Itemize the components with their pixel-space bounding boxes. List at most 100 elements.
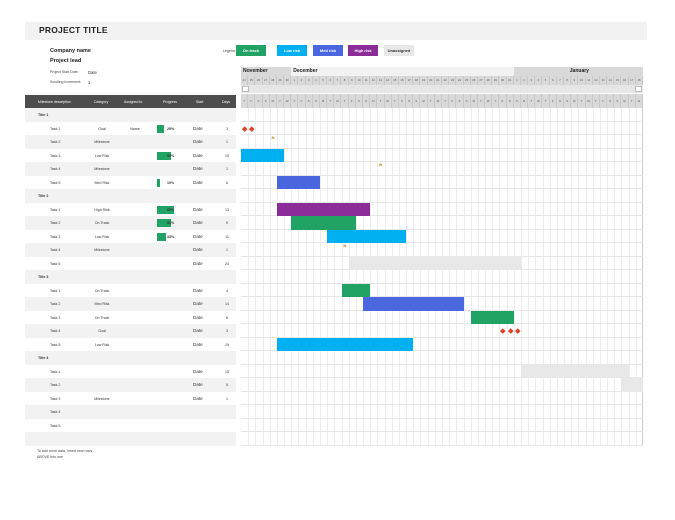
task-days[interactable]: 14 bbox=[225, 302, 229, 306]
gantt-bar[interactable] bbox=[241, 148, 285, 162]
task-category[interactable]: Low Risk bbox=[94, 342, 110, 347]
task-row[interactable]: Task 1 Goal Name 25% Date 3 bbox=[25, 122, 236, 136]
insert-row[interactable] bbox=[25, 432, 236, 446]
task-category[interactable]: Milestone bbox=[94, 167, 110, 171]
task-days[interactable]: 15 bbox=[225, 369, 229, 374]
task-name[interactable]: Task 4 bbox=[50, 167, 61, 171]
task-start-date[interactable]: Date bbox=[193, 382, 203, 387]
task-category[interactable]: Low Risk bbox=[94, 234, 110, 239]
task-days[interactable]: 13 bbox=[225, 207, 229, 212]
task-days[interactable]: 1 bbox=[226, 396, 228, 401]
task-days[interactable]: 11 bbox=[225, 234, 229, 239]
task-name[interactable]: Task 3 bbox=[50, 396, 61, 401]
task-name[interactable]: Task 5 bbox=[50, 342, 61, 347]
task-row[interactable]: Task 1 Date 15 bbox=[25, 365, 236, 379]
task-row[interactable]: Task 5 Low Risk Date 19 bbox=[25, 338, 236, 352]
section-title[interactable]: Title 4 bbox=[38, 356, 49, 360]
task-start-date[interactable]: Date bbox=[193, 179, 203, 185]
task-days[interactable]: 5 bbox=[226, 383, 228, 387]
task-category[interactable]: Goal bbox=[98, 329, 106, 333]
task-start-date[interactable]: Date bbox=[193, 125, 203, 131]
task-start-date[interactable]: Date bbox=[193, 166, 203, 171]
task-row[interactable]: Task 4 Goal Date 3 bbox=[25, 324, 236, 338]
task-start-date[interactable]: Date bbox=[193, 368, 203, 374]
task-row[interactable]: Task 3 On Track Date 6 bbox=[25, 311, 236, 325]
task-row[interactable]: Task 2 Milestone Date 1 bbox=[25, 135, 236, 149]
task-days[interactable]: 3 bbox=[226, 126, 228, 131]
task-name[interactable]: Task 1 bbox=[50, 369, 61, 374]
task-start-date[interactable]: Date bbox=[193, 328, 203, 333]
milestone-flag-icon[interactable]: ⚑ bbox=[342, 244, 347, 250]
task-start-date[interactable]: Date bbox=[193, 314, 203, 320]
task-category[interactable]: Milestone bbox=[94, 248, 110, 252]
task-name[interactable]: Task 1 bbox=[50, 288, 61, 293]
task-name[interactable]: Task 4 bbox=[50, 410, 61, 414]
task-row[interactable]: Task 4 Milestone Date 1 bbox=[25, 243, 236, 257]
task-start-date[interactable]: Date bbox=[193, 247, 203, 252]
task-days[interactable]: 19 bbox=[225, 342, 229, 347]
company-name[interactable]: Company name bbox=[50, 48, 91, 54]
progress-value[interactable]: 33% bbox=[167, 234, 175, 239]
gantt-bar[interactable] bbox=[363, 297, 464, 311]
scrolling-increment-value[interactable]: 1 bbox=[88, 79, 91, 85]
task-name[interactable]: Task 2 bbox=[50, 383, 61, 387]
task-row[interactable]: Task 2 Med Risk Date 14 bbox=[25, 297, 236, 311]
section-title-row[interactable]: Title 2 bbox=[25, 189, 236, 203]
progress-value[interactable]: 60% bbox=[167, 207, 175, 212]
gantt-bar[interactable] bbox=[341, 283, 371, 297]
progress-value[interactable]: 25% bbox=[167, 126, 175, 131]
task-row[interactable]: Task 1 High Risk 60% Date 13 bbox=[25, 203, 236, 217]
task-start-date[interactable]: Date bbox=[193, 301, 203, 306]
task-days[interactable]: 9 bbox=[226, 221, 228, 225]
task-row[interactable]: Task 1 On Track Date 4 bbox=[25, 284, 236, 298]
task-category[interactable]: Milestone bbox=[94, 140, 110, 144]
task-row[interactable]: Task 3 Milestone Date 1 bbox=[25, 392, 236, 406]
task-category[interactable]: Milestone bbox=[94, 396, 110, 401]
task-name[interactable]: Task 1 bbox=[50, 126, 61, 131]
task-name[interactable]: Task 4 bbox=[50, 248, 61, 252]
task-row[interactable]: Task 2 On Track 50% Date 9 bbox=[25, 216, 236, 230]
task-days[interactable]: 24 bbox=[225, 261, 229, 266]
task-name[interactable]: Task 2 bbox=[50, 302, 61, 306]
task-name[interactable]: Task 2 bbox=[50, 221, 61, 225]
section-title-row[interactable]: Title 3 bbox=[25, 270, 236, 284]
start-date-value[interactable]: Date bbox=[88, 69, 97, 75]
task-category[interactable]: On Track bbox=[94, 315, 110, 320]
gantt-bar[interactable] bbox=[327, 229, 407, 243]
task-assigned-to[interactable]: Name bbox=[130, 126, 140, 131]
task-category[interactable]: On Track bbox=[94, 288, 110, 293]
task-start-date[interactable]: Date bbox=[193, 233, 203, 239]
task-row[interactable]: Task 5 Med Risk 10% Date 6 bbox=[25, 176, 236, 190]
section-title[interactable]: Title 2 bbox=[38, 194, 49, 198]
gantt-bar[interactable] bbox=[520, 364, 629, 378]
task-days[interactable]: 3 bbox=[226, 329, 228, 333]
section-title-row[interactable]: Title 1 bbox=[25, 108, 236, 122]
task-category[interactable]: Goal bbox=[98, 126, 106, 131]
task-category[interactable]: On Track bbox=[94, 221, 110, 225]
scroll-right-handle[interactable] bbox=[635, 86, 642, 92]
task-name[interactable]: Task 3 bbox=[50, 315, 61, 320]
task-start-date[interactable]: Date bbox=[193, 206, 203, 212]
task-name[interactable]: Task 5 bbox=[50, 180, 61, 185]
task-days[interactable]: 4 bbox=[226, 288, 228, 293]
gantt-bar[interactable] bbox=[276, 202, 371, 216]
gantt-bar[interactable] bbox=[276, 175, 320, 189]
task-row[interactable]: Task 3 Low Risk 33% Date 11 bbox=[25, 230, 236, 244]
progress-value[interactable]: 50% bbox=[167, 153, 175, 158]
task-category[interactable]: Med Risk bbox=[94, 302, 110, 306]
task-category[interactable]: High Risk bbox=[94, 207, 110, 212]
task-name[interactable]: Task 5 bbox=[50, 423, 61, 428]
task-start-date[interactable]: Date bbox=[193, 139, 203, 144]
task-start-date[interactable]: Date bbox=[193, 395, 203, 401]
gantt-bar[interactable] bbox=[470, 310, 514, 324]
task-category[interactable]: Low Risk bbox=[94, 153, 110, 158]
task-start-date[interactable]: Date bbox=[193, 287, 203, 293]
project-lead[interactable]: Project lead bbox=[50, 58, 82, 64]
task-days[interactable]: 6 bbox=[226, 180, 228, 185]
task-start-date[interactable]: Date bbox=[193, 152, 203, 158]
task-row[interactable]: Task 4 bbox=[25, 405, 236, 419]
progress-value[interactable]: 50% bbox=[167, 221, 175, 225]
task-start-date[interactable]: Date bbox=[193, 220, 203, 225]
progress-value[interactable]: 10% bbox=[167, 180, 175, 185]
section-title[interactable]: Title 1 bbox=[38, 113, 49, 117]
